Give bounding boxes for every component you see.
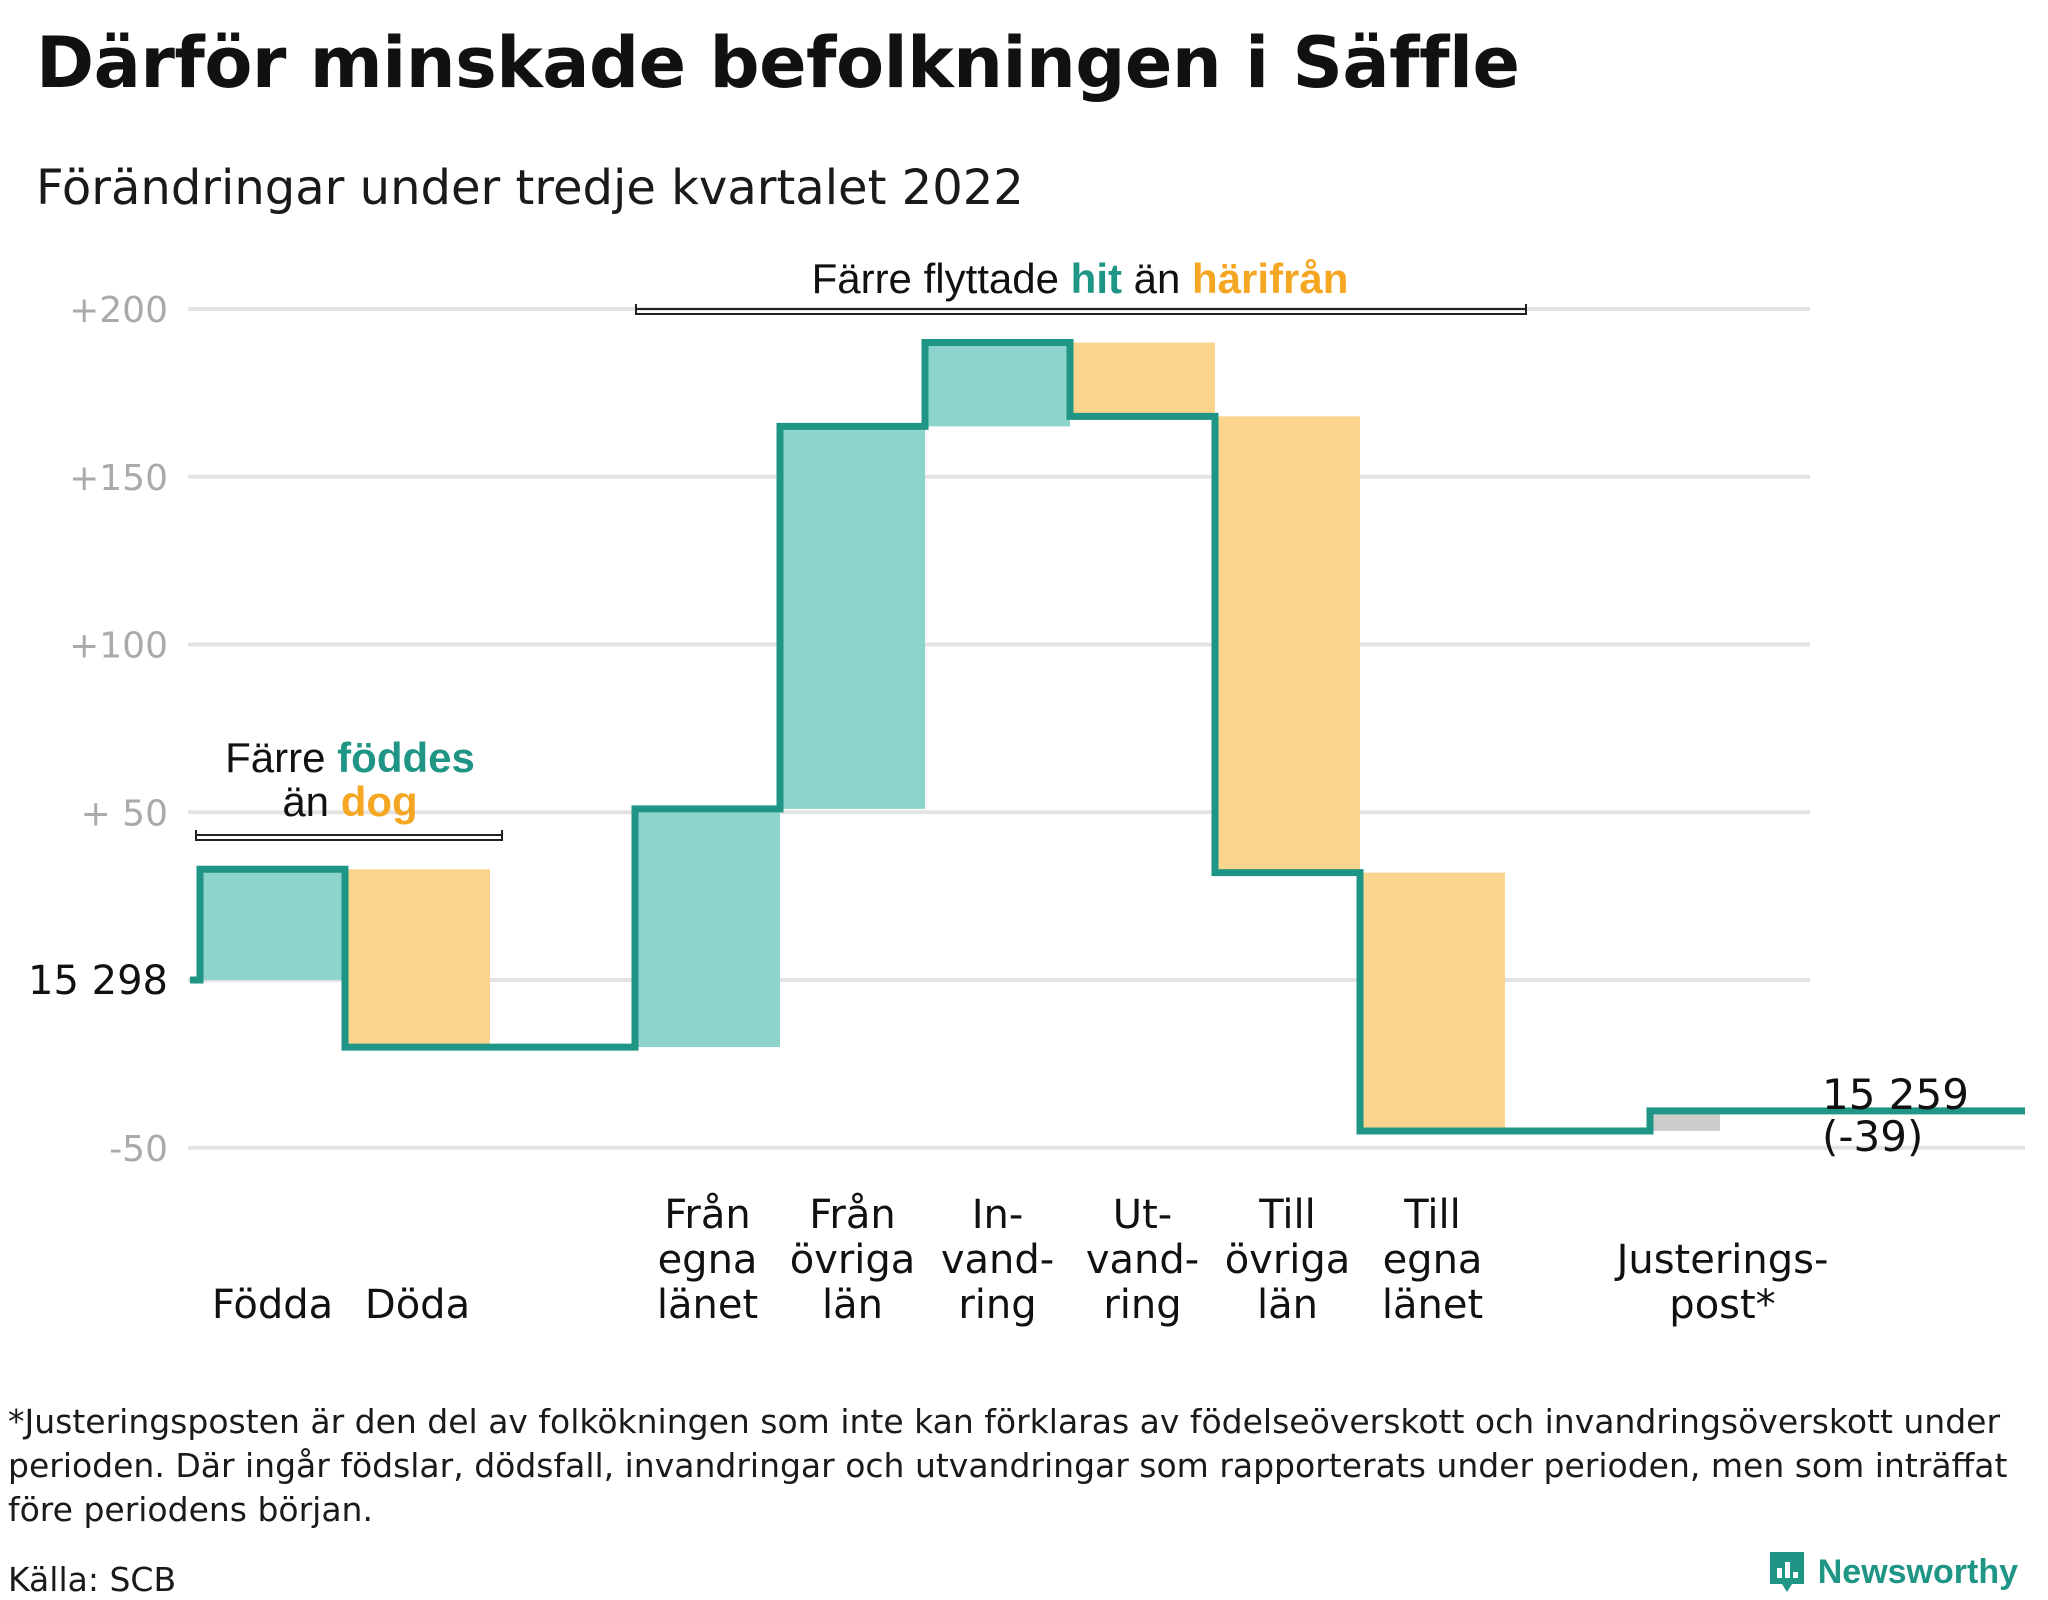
category-label: Justerings-post*	[1614, 1237, 1829, 1328]
bar-1	[345, 869, 490, 1048]
bar-8	[1650, 1110, 1720, 1131]
bar-7	[1360, 872, 1505, 1131]
end-change-label: (-39)	[1822, 1112, 1923, 1161]
end-value-label: 15 259	[1822, 1070, 1969, 1119]
bar-3	[780, 426, 925, 809]
category-label: Till egna länet	[1382, 1192, 1483, 1328]
chart-title: Därför minskade befolkningen i Säffle	[36, 22, 1520, 104]
category-label: Födda	[212, 1282, 333, 1328]
category-label: Ut-vand-ring	[1086, 1192, 1199, 1328]
annotation-migration-bracket	[635, 304, 1527, 315]
annotation-migration: Färre flyttade hit än härifrån	[812, 255, 1349, 302]
category-label: Till övriga län	[1225, 1192, 1351, 1328]
y-tick-label: +150	[69, 458, 168, 499]
newsworthy-logo: Newsworthy	[1768, 1550, 2018, 1594]
annotation-births-line1: Färre föddes	[225, 734, 475, 781]
annotation-births-line2: än dog	[282, 778, 417, 825]
start-value-label: 15 298	[28, 958, 168, 1004]
newsworthy-logo-icon	[1769, 1552, 1804, 1592]
y-tick-label: +200	[69, 290, 168, 331]
bar-5	[1070, 342, 1215, 417]
bar-4	[925, 342, 1070, 427]
source-label: Källa: SCB	[8, 1560, 177, 1599]
chart-subtitle: Förändringar under tredje kvartalet 2022	[36, 160, 1024, 216]
logo-text: Newsworthy	[1817, 1552, 2018, 1591]
step-line-path	[190, 339, 2025, 1135]
bars	[200, 342, 1720, 1131]
step-line	[190, 339, 2025, 1135]
bar-0	[200, 869, 345, 980]
waterfall-chart: +200 +150 +100 + 50 -50 15 298 Födda Döda Från eg…	[28, 255, 2025, 1328]
category-label: Döda	[365, 1282, 470, 1328]
bar-6	[1215, 416, 1360, 873]
bar-2	[635, 808, 780, 1048]
y-tick-label: +100	[69, 626, 168, 667]
category-label: Från övriga län	[790, 1192, 916, 1328]
category-label: Från egna länet	[657, 1192, 758, 1328]
footnote: *Justeringsposten är den del av folkökni…	[8, 1402, 2008, 1529]
y-tick-label: -50	[109, 1129, 168, 1170]
category-label: In-vand-ring	[941, 1192, 1054, 1328]
annotation-births-bracket	[195, 830, 503, 841]
labels: +200 +150 +100 + 50 -50 15 298 Födda Döda Från eg…	[28, 255, 1969, 1328]
y-tick-label: + 50	[81, 793, 168, 834]
